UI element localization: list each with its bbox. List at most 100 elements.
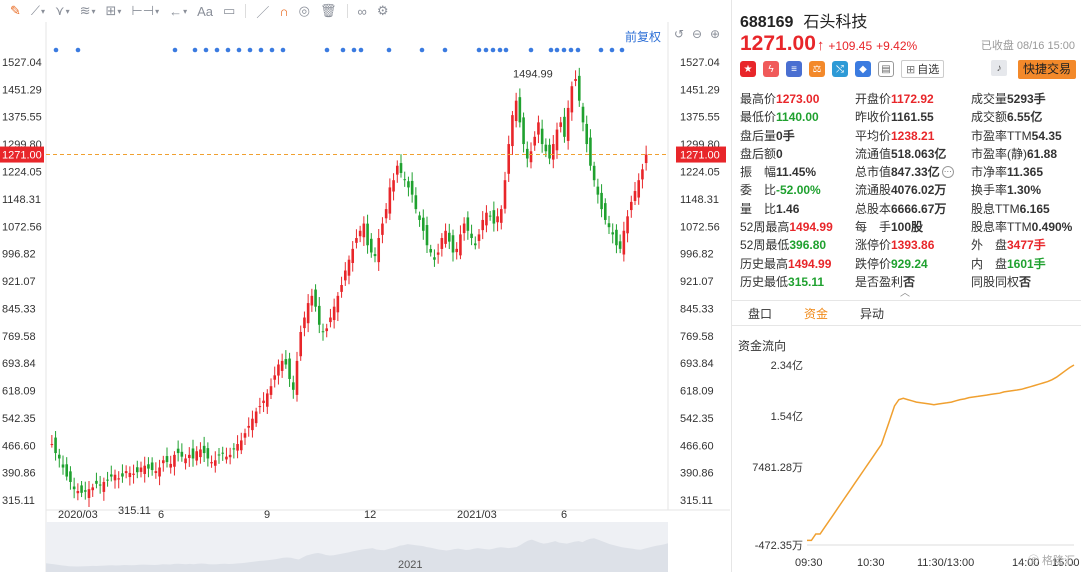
stat-value: 518.063亿 <box>891 146 947 161</box>
fq-selector[interactable]: 前复权 <box>625 30 662 44</box>
stat-cell: 内 盘 1601手 <box>971 255 1080 273</box>
reset-icon[interactable]: ↺ <box>674 27 685 41</box>
candle-body <box>102 481 106 492</box>
bell-icon[interactable]: ♪ <box>991 60 1007 76</box>
comment-icon[interactable]: ▭ <box>223 3 236 18</box>
price-tick-right: 1224.05 <box>680 167 720 179</box>
stock-name: 石头科技 <box>803 14 868 31</box>
candle-body <box>184 458 187 464</box>
tab-2[interactable]: 异动 <box>859 307 884 321</box>
zoom-in-icon[interactable]: ⊕ <box>710 27 721 41</box>
time-tick: 6 <box>158 509 164 521</box>
event-dot <box>575 47 581 53</box>
kline-chart-area: 1527.04 1527.04 1451.29 1451.29 1375.55 1375.… <box>0 22 730 572</box>
stat-label: 最高价 <box>740 92 777 106</box>
sync-icon[interactable]: ◎ <box>298 3 311 18</box>
self-select-button[interactable]: ⊞ 自选 <box>901 60 945 78</box>
ruler-icon[interactable]: ／ <box>256 4 270 20</box>
draw-line-icon[interactable]: ✎ <box>10 3 21 18</box>
stat-value: 847.33亿 <box>891 165 940 180</box>
shuffle-icon[interactable]: ⤭ <box>832 61 848 77</box>
candle-body <box>236 444 239 451</box>
trend-line-icon[interactable]: ⟋ ▾ <box>30 3 46 18</box>
indicator-icon[interactable]: ⊞ ▾ <box>105 3 122 18</box>
wave-icon[interactable]: ≋ ▾ <box>79 3 96 18</box>
stat-value: 6.55亿 <box>1006 110 1043 125</box>
magnet-icon[interactable]: ∩ <box>279 3 289 19</box>
zoom-out-icon[interactable]: ⊖ <box>692 27 703 41</box>
price-row: 1271.00 ↑ +109.45 +9.42% <box>740 32 917 56</box>
kline-chart[interactable]: 1527.04 1527.04 1451.29 1451.29 1375.55 1375.… <box>0 22 730 572</box>
stack-icon[interactable]: ≡ <box>786 61 802 77</box>
stat-cell: 振 幅 11.45% <box>740 163 855 181</box>
candle-body <box>462 223 466 234</box>
flow-x-tick: 09:30 <box>795 557 823 569</box>
candle-body <box>373 254 377 257</box>
stat-value: 5293手 <box>1006 92 1046 106</box>
stat-label: 最低价 <box>740 110 777 125</box>
range-icon[interactable]: ⊢⊣ ▾ <box>131 3 160 18</box>
candle-body <box>574 79 577 81</box>
candle-body <box>589 137 592 166</box>
trash-icon[interactable]: 🗑 <box>320 3 337 18</box>
event-dot <box>269 47 275 53</box>
stat-label: 52周最低 <box>740 238 790 253</box>
flow-y-tick: 1.54亿 <box>771 410 803 423</box>
candle-body <box>303 317 306 329</box>
text-icon[interactable]: Aa <box>197 3 214 19</box>
candle-body <box>291 382 295 390</box>
candle-body <box>247 425 251 428</box>
stat-label: 外 盘 <box>970 238 1007 253</box>
stat-cell: 量 比 1.46 <box>740 200 855 218</box>
candle-body <box>191 448 195 459</box>
candle-body <box>217 454 221 456</box>
price-tick-left: 542.35 <box>2 413 36 425</box>
time-tick: 2020/03 <box>58 509 98 521</box>
price-tick-left: 1375.55 <box>2 112 42 124</box>
candle-body <box>641 169 644 180</box>
stat-cell: 外 盘 3477手 <box>971 236 1080 254</box>
panel-tabs: 盘口 资金 异动 <box>732 300 1081 326</box>
quick-trade-button[interactable]: 快捷交易 <box>1018 60 1077 79</box>
price-tick-left: 693.84 <box>2 358 36 370</box>
candle-body <box>139 467 143 472</box>
candle-body <box>355 238 358 243</box>
stat-value: 1273.00 <box>776 92 820 106</box>
price-tick-right: 315.11 <box>680 495 713 507</box>
tag-icon[interactable]: ◆ <box>855 61 871 77</box>
price-tick-right: 618.09 <box>680 386 714 398</box>
settings-icon[interactable]: ⚙ <box>376 3 389 18</box>
candle-body <box>596 186 600 195</box>
candle-body <box>637 180 641 198</box>
candle-body <box>232 448 236 450</box>
candle-body <box>154 471 158 474</box>
stat-label: 平均价 <box>854 128 891 143</box>
tab-1[interactable]: 资金 <box>803 307 828 321</box>
stat-value: 1172.92 <box>891 92 934 106</box>
candle-body <box>121 473 124 477</box>
time-tick: 9 <box>264 509 270 521</box>
event-dot <box>490 47 496 53</box>
tab-0[interactable]: 盘口 <box>747 307 772 321</box>
candle-body <box>54 437 57 454</box>
arrow-icon[interactable]: ← ▾ <box>169 3 188 19</box>
candle-body <box>80 485 83 493</box>
price-tick-left: 921.07 <box>2 276 36 288</box>
scale-icon[interactable]: ⚖ <box>809 61 825 77</box>
candle-body <box>288 358 291 379</box>
event-dot <box>548 47 554 53</box>
candle-body <box>633 191 637 202</box>
candle-body <box>366 223 369 246</box>
stats-grid: 最高价 1273.00 开盘价 1172.92 成交量 5293手 最低价 1140.… <box>740 90 1080 291</box>
link-icon[interactable]: ∞ <box>357 3 367 19</box>
chevron-up-icon[interactable]: ︿ <box>900 288 910 299</box>
note-icon[interactable]: ▤ <box>878 61 894 77</box>
flag-icon[interactable]: ★ <box>740 61 756 77</box>
fork-line-icon[interactable]: ⋎ ▾ <box>55 3 70 18</box>
candle-body <box>158 467 161 477</box>
lightning-icon[interactable]: ϟ <box>763 61 779 77</box>
event-dot <box>324 47 330 53</box>
more-icon[interactable]: ⋯ <box>941 166 954 179</box>
stat-value: 否 <box>1018 274 1031 289</box>
price-tick-right: 996.82 <box>680 249 714 261</box>
